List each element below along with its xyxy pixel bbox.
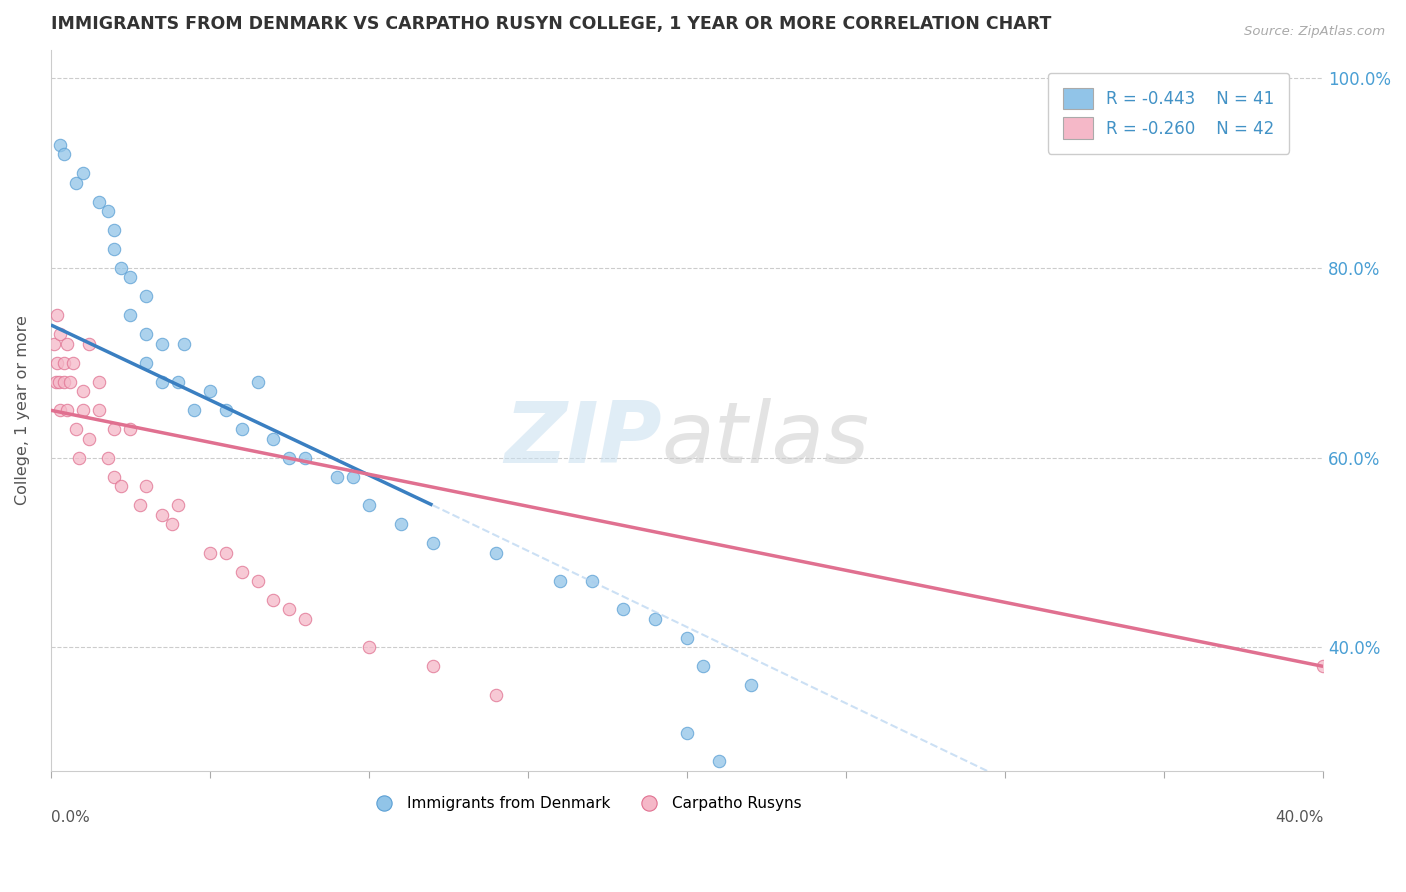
Text: Source: ZipAtlas.com: Source: ZipAtlas.com bbox=[1244, 25, 1385, 38]
Point bbox=[167, 375, 190, 389]
Text: ZIP: ZIP bbox=[503, 398, 662, 481]
Point bbox=[357, 640, 380, 655]
Point bbox=[644, 612, 666, 626]
Point bbox=[740, 678, 762, 692]
Point bbox=[150, 508, 173, 522]
Text: IMMIGRANTS FROM DENMARK VS CARPATHO RUSYN COLLEGE, 1 YEAR OR MORE CORRELATION CH: IMMIGRANTS FROM DENMARK VS CARPATHO RUSY… bbox=[51, 15, 1052, 33]
Point bbox=[77, 432, 100, 446]
Point bbox=[135, 479, 157, 493]
Point bbox=[676, 725, 699, 739]
Point bbox=[103, 242, 125, 256]
Point bbox=[97, 204, 120, 219]
Point bbox=[72, 384, 94, 399]
Point bbox=[422, 536, 444, 550]
Point bbox=[65, 422, 87, 436]
Point bbox=[342, 469, 364, 483]
Point bbox=[135, 327, 157, 342]
Point bbox=[278, 602, 301, 616]
Point bbox=[103, 422, 125, 436]
Point bbox=[49, 327, 72, 342]
Point bbox=[246, 375, 269, 389]
Point bbox=[49, 137, 72, 152]
Point bbox=[198, 384, 221, 399]
Text: 0.0%: 0.0% bbox=[51, 810, 90, 825]
Point bbox=[160, 517, 183, 532]
Point bbox=[198, 545, 221, 559]
Point bbox=[46, 309, 69, 323]
Point bbox=[87, 194, 110, 209]
Point bbox=[263, 432, 285, 446]
Point bbox=[87, 403, 110, 417]
Point bbox=[87, 375, 110, 389]
Point bbox=[1312, 659, 1334, 673]
Point bbox=[72, 166, 94, 180]
Text: 40.0%: 40.0% bbox=[1275, 810, 1323, 825]
Point bbox=[42, 337, 65, 351]
Point bbox=[231, 422, 253, 436]
Point bbox=[59, 375, 82, 389]
Point bbox=[120, 422, 142, 436]
Point bbox=[294, 612, 316, 626]
Point bbox=[422, 659, 444, 673]
Point bbox=[65, 176, 87, 190]
Point bbox=[150, 375, 173, 389]
Point bbox=[167, 498, 190, 512]
Point bbox=[357, 498, 380, 512]
Point bbox=[215, 403, 238, 417]
Point bbox=[612, 602, 634, 616]
Point bbox=[52, 147, 75, 161]
Point bbox=[49, 403, 72, 417]
Point bbox=[150, 337, 173, 351]
Point bbox=[135, 356, 157, 370]
Point bbox=[294, 450, 316, 465]
Point bbox=[326, 469, 349, 483]
Point bbox=[263, 593, 285, 607]
Point bbox=[278, 450, 301, 465]
Point bbox=[72, 403, 94, 417]
Point bbox=[389, 517, 412, 532]
Point bbox=[55, 337, 77, 351]
Point bbox=[692, 659, 714, 673]
Point bbox=[46, 356, 69, 370]
Point bbox=[581, 574, 603, 588]
Point bbox=[231, 565, 253, 579]
Point bbox=[103, 223, 125, 237]
Point bbox=[120, 270, 142, 285]
Point bbox=[707, 754, 730, 768]
Point bbox=[676, 631, 699, 645]
Point bbox=[120, 309, 142, 323]
Point bbox=[97, 450, 120, 465]
Y-axis label: College, 1 year or more: College, 1 year or more bbox=[15, 316, 30, 505]
Point bbox=[55, 403, 77, 417]
Point bbox=[62, 356, 84, 370]
Point bbox=[110, 479, 132, 493]
Point bbox=[135, 289, 157, 303]
Point bbox=[485, 545, 508, 559]
Point bbox=[215, 545, 238, 559]
Point bbox=[52, 375, 75, 389]
Legend: Immigrants from Denmark, Carpatho Rusyns: Immigrants from Denmark, Carpatho Rusyns bbox=[363, 790, 807, 817]
Point bbox=[183, 403, 205, 417]
Point bbox=[485, 688, 508, 702]
Point bbox=[110, 260, 132, 275]
Text: atlas: atlas bbox=[662, 398, 869, 481]
Point bbox=[77, 337, 100, 351]
Point bbox=[45, 375, 67, 389]
Point bbox=[103, 469, 125, 483]
Point bbox=[48, 375, 70, 389]
Point bbox=[246, 574, 269, 588]
Point bbox=[52, 356, 75, 370]
Point bbox=[173, 337, 195, 351]
Point bbox=[128, 498, 150, 512]
Point bbox=[548, 574, 571, 588]
Point bbox=[69, 450, 91, 465]
